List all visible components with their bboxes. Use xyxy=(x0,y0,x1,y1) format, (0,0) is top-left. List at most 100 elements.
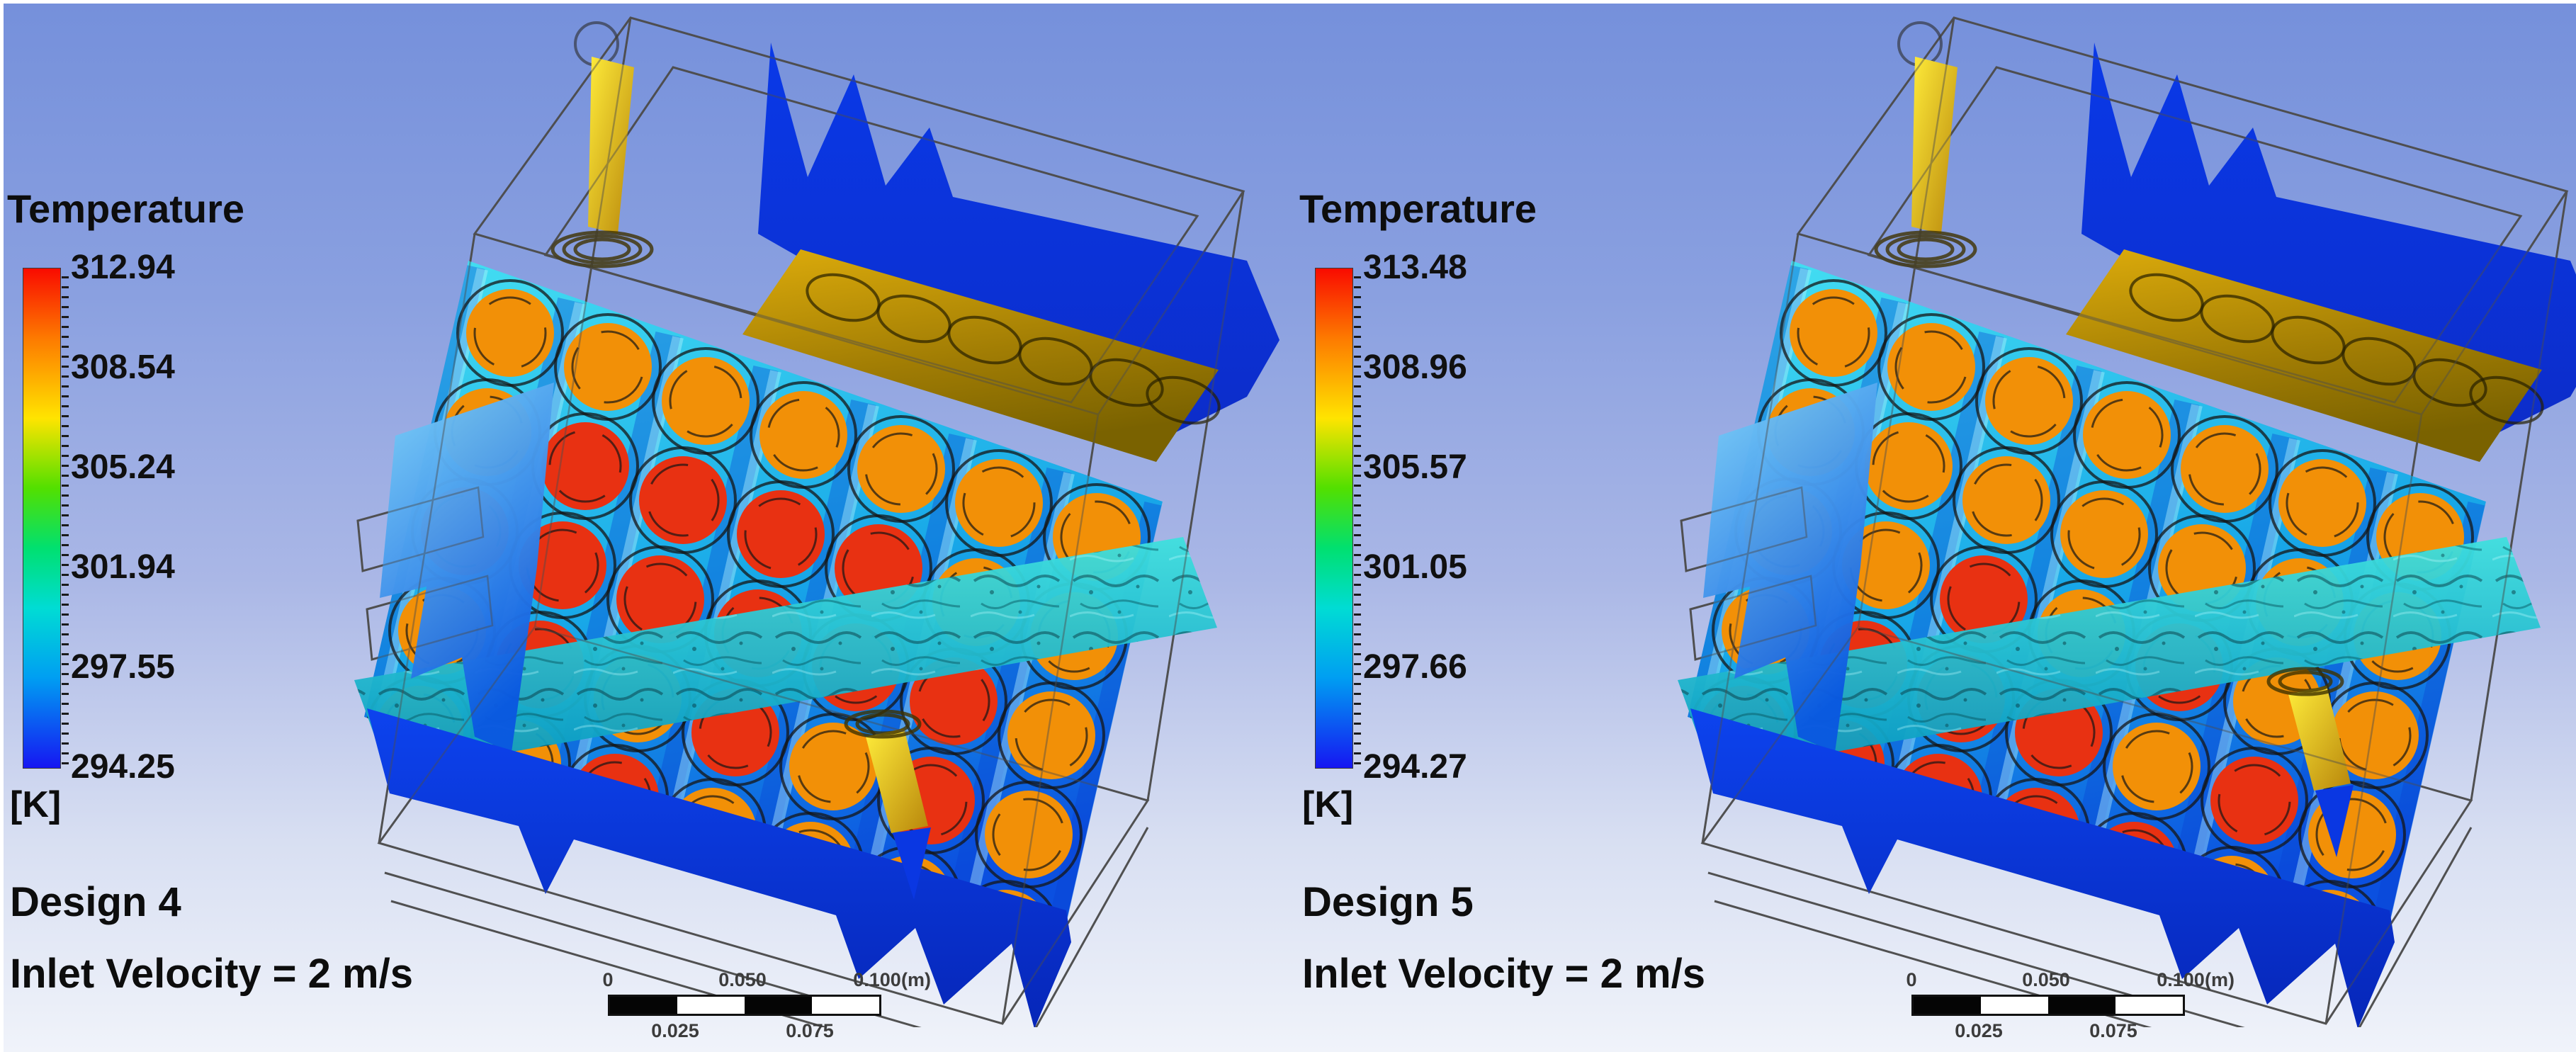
battery-cell xyxy=(857,425,945,513)
panel-design-4: Temperature 312.94 308.54 305.24 301.94 … xyxy=(7,0,1282,1047)
colorbar-minor-ticks xyxy=(1354,268,1361,768)
white-border-left xyxy=(0,0,4,1052)
scale-tick: 0.025 xyxy=(1955,1020,2003,1041)
tick-label: 308.54 xyxy=(71,349,175,386)
turbulent-surface-band xyxy=(354,537,1217,774)
battery-cell xyxy=(616,555,704,643)
battery-cell xyxy=(2278,459,2366,547)
outlet-nozzle xyxy=(2266,667,2354,857)
scale-segment xyxy=(812,997,879,1014)
temperature-colorbar xyxy=(23,268,69,769)
battery-cell xyxy=(789,723,877,810)
tick-label: 313.48 xyxy=(1363,249,1467,286)
tick-label: 308.96 xyxy=(1363,349,1467,386)
scale-segment xyxy=(2048,997,2115,1014)
outlet-spike xyxy=(2315,785,2354,857)
tick-label: 294.27 xyxy=(1363,748,1467,786)
inlet-nozzle xyxy=(550,21,654,268)
cell-holder-top xyxy=(742,249,1221,462)
colorbar-minor-ticks xyxy=(62,268,69,768)
scale-bar-labels-bottom: 0.025 0.075 xyxy=(608,1020,877,1041)
scale-bar-labels-bottom: 0.025 0.075 xyxy=(1911,1020,2181,1041)
scale-segment xyxy=(1914,997,1981,1014)
contour-scene-svg xyxy=(354,16,1279,1027)
tick-label: 305.57 xyxy=(1363,448,1467,486)
battery-cell xyxy=(2181,425,2269,513)
tick-label: 305.24 xyxy=(71,448,175,486)
colorbar-unit: [K] xyxy=(10,784,62,825)
tick-label: 297.66 xyxy=(1363,648,1467,686)
wireframe-front xyxy=(1680,16,2568,1027)
cell-holder-top xyxy=(2066,249,2544,462)
scale-unit: (m) xyxy=(2205,969,2235,990)
coolant-plane-bottom xyxy=(367,708,1071,1027)
tick-label: 294.25 xyxy=(71,748,175,786)
contour-scene-svg xyxy=(1678,16,2576,1027)
scale-bar-ruler xyxy=(608,995,881,1016)
scale-tick: 0.075 xyxy=(786,1020,834,1041)
turbulent-surface-band xyxy=(1678,537,2541,774)
colorbar-title: Temperature xyxy=(7,186,245,231)
scale-tick: 0.100 xyxy=(853,969,901,990)
scale-tick: 0 xyxy=(602,969,614,990)
battery-cell xyxy=(1842,521,1930,609)
scale-segment xyxy=(2115,997,2183,1014)
tick-label: 312.94 xyxy=(71,249,175,286)
tick-label: 301.94 xyxy=(71,548,175,586)
scale-tick: 0.050 xyxy=(718,969,767,990)
battery-cell xyxy=(985,791,1073,878)
battery-cell xyxy=(466,289,554,377)
battery-cell xyxy=(639,456,727,544)
battery-cell xyxy=(1007,691,1095,779)
battery-cell xyxy=(2083,391,2171,479)
caption: Design 5 Inlet Velocity = 2 m/s xyxy=(1302,878,1705,997)
battery-cell xyxy=(759,391,847,479)
battery-cell xyxy=(1887,323,1975,411)
battery-cell xyxy=(2210,757,2298,844)
battery-cell xyxy=(2331,691,2419,779)
inlet-nozzle xyxy=(1874,21,1977,268)
scale-tick: 0.100 xyxy=(2157,969,2205,990)
outlet-nozzle xyxy=(844,709,931,900)
scale-tick: 0.050 xyxy=(2022,969,2070,990)
condition-label: Inlet Velocity = 2 m/s xyxy=(1302,951,1705,997)
battery-cell xyxy=(519,521,606,609)
design-label: Design 4 xyxy=(10,879,181,925)
scale-bar-labels-top: 0 0.050 0.100 (m) xyxy=(1906,969,2235,990)
battery-cell xyxy=(1865,422,1953,510)
battery-cell xyxy=(2060,490,2148,578)
scale-unit: (m) xyxy=(901,969,931,990)
outlet-spike xyxy=(893,827,931,900)
colorbar-tick-labels: 312.94 308.54 305.24 301.94 297.55 294.2… xyxy=(71,251,234,784)
battery-cell xyxy=(737,490,825,578)
battery-cell xyxy=(910,657,998,745)
design-label: Design 5 xyxy=(1302,879,1474,925)
condition-label: Inlet Velocity = 2 m/s xyxy=(10,951,413,997)
contour-scene-design-4 xyxy=(177,0,1282,1027)
scale-bar-ruler xyxy=(1911,995,2185,1016)
battery-cell xyxy=(2113,723,2201,810)
scale-segment xyxy=(610,997,677,1014)
battery-cell xyxy=(1962,456,2050,544)
wireframe-front xyxy=(356,16,1245,1027)
coolant-plane-bottom xyxy=(1690,708,2395,1027)
coolant-plane-left xyxy=(380,383,554,752)
colorbar-unit: [K] xyxy=(1302,784,1354,825)
battery-cell xyxy=(955,459,1043,547)
coolant-plane-left xyxy=(1703,383,1877,752)
tick-label: 301.05 xyxy=(1363,548,1467,586)
scale-segment xyxy=(745,997,812,1014)
scale-segment xyxy=(677,997,745,1014)
scale-segment xyxy=(1981,997,2048,1014)
scale-bar-labels-top: 0 0.050 0.100 (m) xyxy=(602,969,931,990)
scale-tick: 0.075 xyxy=(2089,1020,2137,1041)
battery-cell xyxy=(1985,357,2073,445)
scale-bar: 0 0.050 0.100 (m) 0.025 0.075 xyxy=(602,969,931,1047)
colorbar-tick-labels: 313.48 308.96 305.57 301.05 297.66 294.2… xyxy=(1363,251,1526,784)
tick-label: 297.55 xyxy=(71,648,175,686)
battery-cell xyxy=(1940,555,2028,643)
battery-cell xyxy=(662,357,750,445)
caption: Design 4 Inlet Velocity = 2 m/s xyxy=(10,878,413,997)
colorbar-title: Temperature xyxy=(1299,186,1537,231)
